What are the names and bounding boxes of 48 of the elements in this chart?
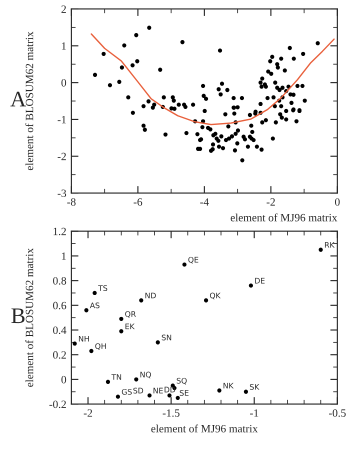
point bbox=[167, 393, 172, 398]
x-axis-title: element of MJ96 matrix bbox=[230, 213, 338, 222]
x-tick-label: -1.5 bbox=[162, 409, 180, 417]
point bbox=[119, 329, 124, 334]
x-axis-title: element of MJ96 matrix bbox=[151, 424, 258, 432]
x-tick-label: -1 bbox=[250, 409, 258, 417]
point bbox=[134, 377, 138, 382]
y-tick-label: 1.2 bbox=[54, 228, 66, 236]
y-tick-label: -1 bbox=[58, 116, 66, 124]
point bbox=[139, 298, 144, 302]
point bbox=[204, 298, 208, 302]
x-tick-label: -4 bbox=[200, 198, 209, 206]
point bbox=[119, 316, 124, 321]
x-tick-label: -2 bbox=[84, 409, 92, 417]
x-tick-label: -0.5 bbox=[328, 409, 346, 417]
y-tick-label: 0.4 bbox=[53, 326, 66, 334]
text: A bbox=[10, 92, 26, 106]
y-tick-label: 1 bbox=[62, 42, 66, 50]
point bbox=[92, 290, 97, 296]
x-tick-label: -6 bbox=[134, 198, 142, 206]
y-tick-label: 2 bbox=[61, 5, 66, 13]
point bbox=[106, 380, 110, 384]
point bbox=[147, 393, 152, 398]
y-tick-label: 0.8 bbox=[53, 277, 66, 285]
point bbox=[248, 283, 254, 288]
point bbox=[116, 394, 120, 399]
y-tick-label: 0 bbox=[61, 79, 66, 87]
point bbox=[176, 396, 180, 400]
point bbox=[182, 262, 187, 267]
y-tick-label: -3 bbox=[58, 190, 66, 198]
point bbox=[244, 390, 248, 394]
y-tick-label: 1 bbox=[62, 252, 66, 260]
x-tick-label: 0 bbox=[335, 198, 340, 206]
y-tick-label: -2 bbox=[58, 152, 66, 160]
x-tick-label: -8 bbox=[67, 198, 76, 206]
point bbox=[84, 308, 88, 312]
y-tick-label: 0.6 bbox=[53, 302, 66, 310]
y-tick-label: -0.2 bbox=[49, 400, 66, 408]
point bbox=[156, 340, 160, 344]
y-axis-title: element of BLOSUM62 matrix bbox=[25, 248, 34, 387]
text: B bbox=[11, 308, 25, 324]
point bbox=[89, 348, 94, 354]
point bbox=[217, 388, 222, 393]
x-tick-label: -2 bbox=[266, 198, 275, 206]
y-axis-title: element of BLOSUM62 matrix bbox=[25, 32, 34, 170]
point bbox=[72, 342, 77, 346]
y-tick-label: 0 bbox=[61, 376, 66, 384]
y-tick-label: 0.2 bbox=[53, 351, 66, 359]
